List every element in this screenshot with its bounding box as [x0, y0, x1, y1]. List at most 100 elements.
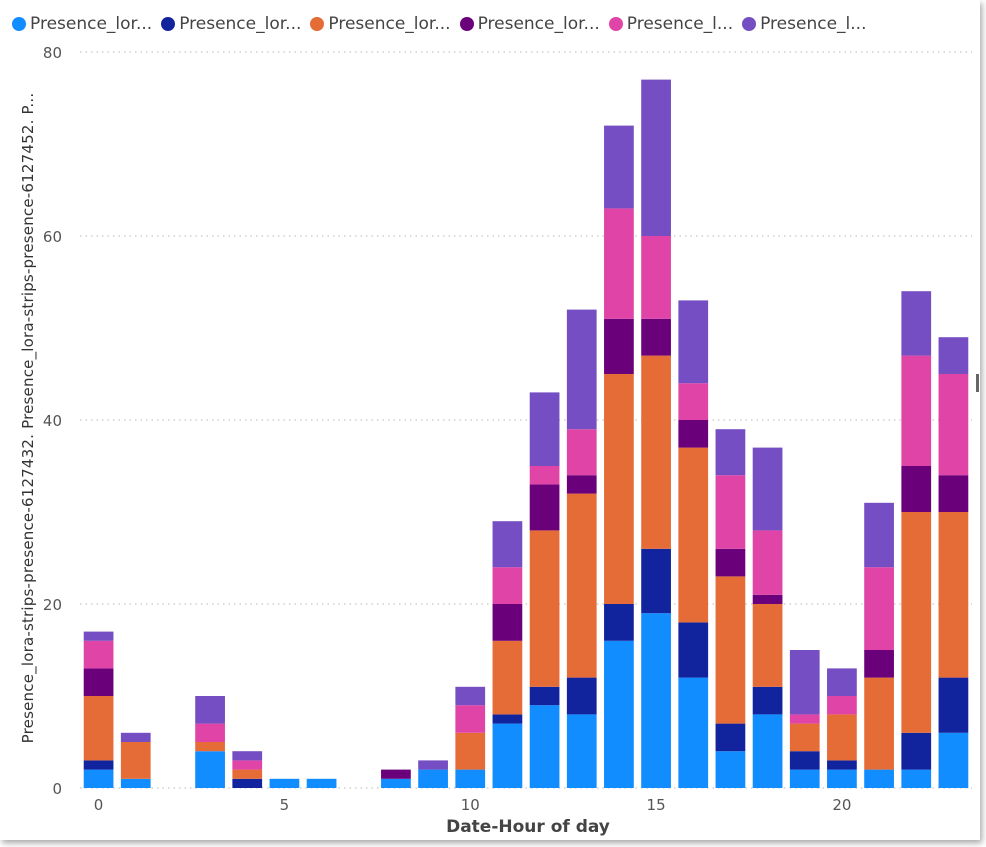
resize-handle[interactable] — [976, 374, 979, 392]
bar-h4-s3[interactable] — [232, 769, 263, 779]
bar-h16-s5[interactable] — [678, 383, 709, 420]
bar-h18-s6[interactable] — [752, 447, 783, 531]
bar-h17-s6[interactable] — [715, 429, 746, 476]
bar-h23-s3[interactable] — [938, 512, 969, 678]
bar-h23-s2[interactable] — [938, 677, 969, 733]
legend-item-5[interactable]: Presence_l... — [608, 14, 733, 34]
bar-h0-s2[interactable] — [83, 760, 114, 770]
bar-h14-s4[interactable] — [604, 318, 634, 374]
bar-h18-s4[interactable] — [752, 594, 783, 604]
bar-h0-s3[interactable] — [83, 696, 114, 761]
bar-h13-s2[interactable] — [566, 677, 597, 715]
bar-h18-s1[interactable] — [752, 714, 783, 788]
bar-h13-s3[interactable] — [566, 493, 597, 678]
bar-h13-s1[interactable] — [566, 714, 597, 788]
bar-h14-s5[interactable] — [604, 208, 634, 319]
bar-h9-s1[interactable] — [418, 769, 448, 788]
bar-h10-s5[interactable] — [455, 705, 486, 733]
bar-h15-s3[interactable] — [641, 355, 671, 549]
bar-h14-s6[interactable] — [604, 125, 634, 209]
bar-h16-s1[interactable] — [678, 677, 709, 788]
bar-h8-s4[interactable] — [381, 769, 411, 779]
bar-h21-s6[interactable] — [864, 502, 894, 568]
bar-h22-s4[interactable] — [901, 466, 932, 512]
bar-h9-s6[interactable] — [418, 760, 448, 770]
bar-h13-s6[interactable] — [566, 309, 597, 430]
legend-item-6[interactable]: Presence_l... — [742, 14, 866, 34]
bar-h19-s6[interactable] — [789, 650, 820, 715]
bar-h18-s2[interactable] — [752, 686, 783, 715]
bar-h19-s2[interactable] — [789, 751, 820, 770]
bar-h12-s6[interactable] — [529, 392, 560, 466]
bar-h20-s6[interactable] — [827, 668, 857, 696]
bar-h10-s3[interactable] — [455, 732, 486, 770]
bar-h23-s6[interactable] — [938, 337, 969, 374]
bar-h17-s5[interactable] — [715, 475, 746, 549]
legend-item-1[interactable]: Presence_lor... — [12, 14, 152, 34]
legend-item-2[interactable]: Presence_lor... — [161, 14, 301, 34]
bar-h16-s6[interactable] — [678, 300, 709, 384]
bar-h3-s1[interactable] — [195, 751, 225, 788]
bar-h21-s1[interactable] — [864, 769, 894, 788]
bar-h21-s3[interactable] — [864, 677, 894, 770]
bar-h18-s3[interactable] — [752, 604, 783, 687]
bar-h5-s1[interactable] — [269, 778, 300, 788]
bar-h12-s2[interactable] — [529, 686, 560, 706]
bar-h22-s6[interactable] — [901, 291, 932, 356]
bar-h15-s5[interactable] — [641, 236, 671, 319]
bar-h15-s1[interactable] — [641, 613, 671, 788]
bar-h23-s4[interactable] — [938, 475, 969, 512]
bar-h11-s6[interactable] — [492, 521, 523, 568]
bar-h19-s1[interactable] — [789, 769, 820, 788]
bar-h15-s6[interactable] — [641, 79, 671, 236]
bar-h14-s1[interactable] — [604, 640, 634, 788]
bar-h4-s2[interactable] — [232, 778, 263, 788]
bar-h11-s5[interactable] — [492, 567, 523, 604]
bar-h1-s6[interactable] — [120, 732, 151, 742]
bar-h1-s1[interactable] — [120, 778, 151, 788]
bar-h22-s3[interactable] — [901, 512, 932, 733]
bar-h13-s5[interactable] — [566, 429, 597, 476]
bar-h17-s3[interactable] — [715, 576, 746, 724]
bar-h12-s5[interactable] — [529, 466, 560, 485]
bar-h14-s3[interactable] — [604, 374, 634, 604]
bar-h3-s5[interactable] — [195, 723, 225, 742]
bar-h23-s5[interactable] — [938, 374, 969, 476]
bar-h1-s3[interactable] — [120, 742, 151, 779]
bar-h12-s1[interactable] — [529, 705, 560, 788]
bar-h18-s5[interactable] — [752, 530, 783, 595]
legend-item-4[interactable]: Presence_lor... — [459, 14, 600, 34]
bar-h20-s5[interactable] — [827, 696, 857, 715]
bar-h20-s2[interactable] — [827, 760, 857, 770]
bar-h0-s4[interactable] — [83, 668, 114, 696]
bar-h16-s3[interactable] — [678, 447, 709, 623]
bar-h20-s3[interactable] — [827, 714, 857, 761]
bar-h23-s1[interactable] — [938, 732, 969, 788]
bar-h22-s1[interactable] — [901, 769, 932, 788]
bar-h0-s1[interactable] — [83, 769, 114, 788]
bar-h22-s2[interactable] — [901, 732, 932, 770]
bar-h4-s5[interactable] — [232, 760, 263, 770]
bar-h6-s1[interactable] — [306, 778, 337, 788]
bar-h17-s1[interactable] — [715, 751, 746, 788]
bar-h19-s3[interactable] — [789, 723, 820, 752]
bar-h21-s4[interactable] — [864, 650, 894, 678]
bar-h15-s4[interactable] — [641, 318, 671, 356]
bar-h17-s4[interactable] — [715, 548, 746, 577]
bar-h0-s5[interactable] — [83, 640, 114, 669]
bar-h11-s2[interactable] — [492, 714, 523, 724]
bar-h0-s6[interactable] — [83, 631, 114, 641]
bar-h19-s5[interactable] — [789, 714, 820, 724]
bar-h11-s4[interactable] — [492, 604, 523, 641]
bar-h22-s5[interactable] — [901, 355, 932, 466]
bar-h10-s1[interactable] — [455, 769, 486, 788]
bar-h11-s1[interactable] — [492, 723, 523, 788]
bar-h10-s6[interactable] — [455, 686, 486, 706]
bar-h21-s5[interactable] — [864, 567, 894, 650]
bar-h11-s3[interactable] — [492, 640, 523, 715]
bar-h4-s6[interactable] — [232, 751, 263, 761]
bar-h3-s6[interactable] — [195, 696, 225, 724]
bar-h20-s1[interactable] — [827, 769, 857, 788]
legend-item-3[interactable]: Presence_lor... — [310, 14, 451, 34]
bar-h17-s2[interactable] — [715, 723, 746, 752]
